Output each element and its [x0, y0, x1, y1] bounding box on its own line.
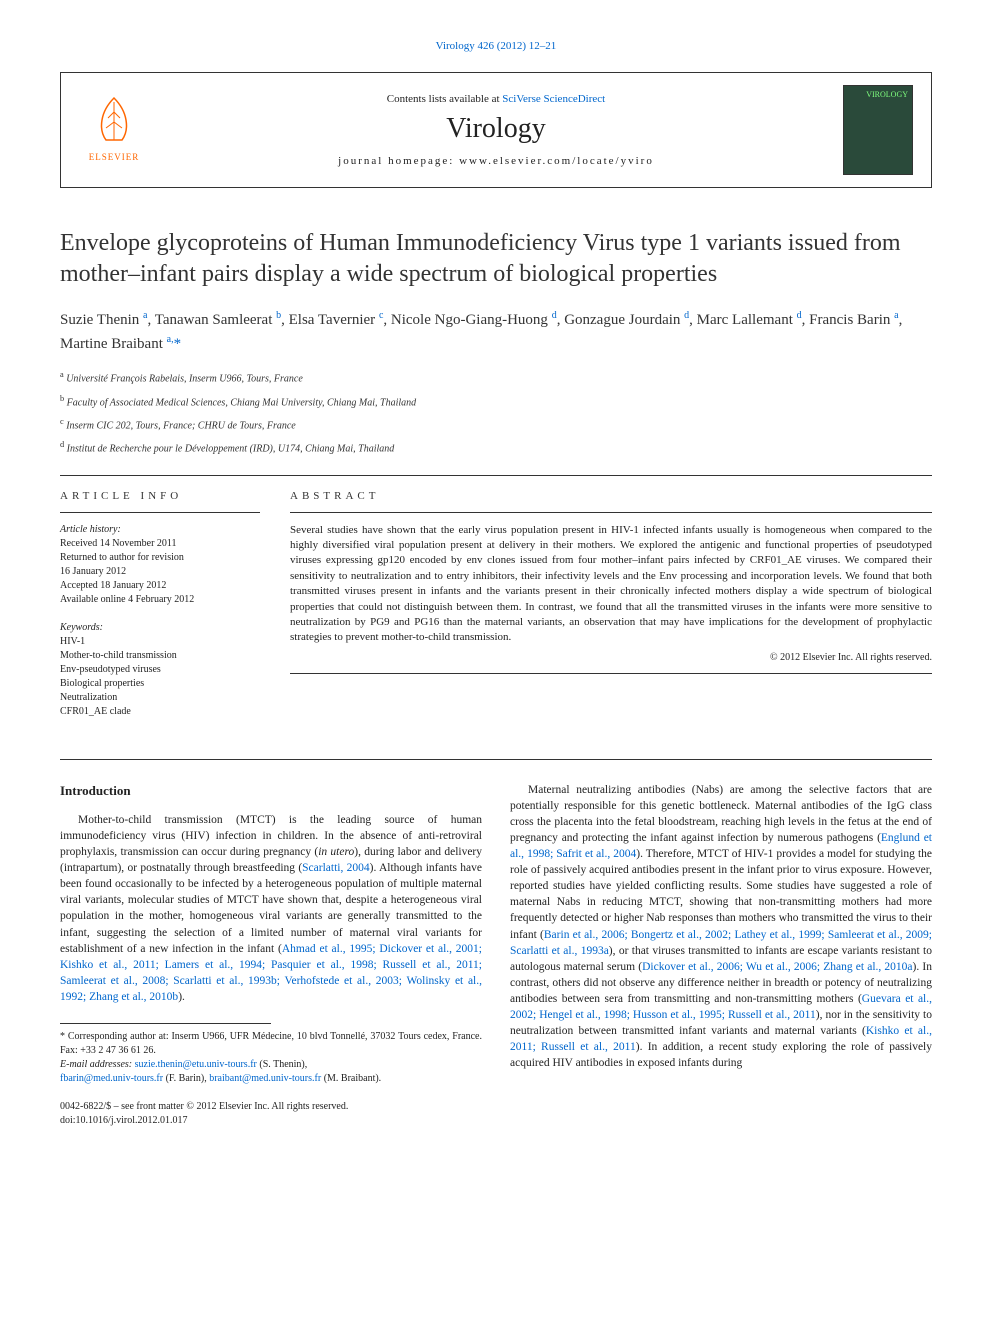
contents-line: Contents lists available at SciVerse Sci… [149, 93, 843, 105]
abstract-label: ABSTRACT [290, 490, 932, 502]
keyword-item: Biological properties [60, 677, 260, 691]
body-col-right: Maternal neutralizing antibodies (Nabs) … [510, 782, 932, 1128]
history-line: Received 14 November 2011 [60, 537, 260, 551]
homepage-url: www.elsevier.com/locate/yviro [459, 155, 654, 167]
info-abstract-row: ARTICLE INFO Article history: Received 1… [60, 490, 932, 733]
journal-header: ELSEVIER Contents lists available at Sci… [60, 72, 932, 188]
issn-line: 0042-6822/$ – see front matter © 2012 El… [60, 1100, 482, 1114]
email-link[interactable]: suzie.thenin@etu.univ-tours.fr [135, 1059, 257, 1070]
sciencedirect-link[interactable]: SciVerse ScienceDirect [502, 93, 605, 105]
abstract-text: Several studies have shown that the earl… [290, 523, 932, 646]
section-divider [60, 759, 932, 760]
citation-link[interactable]: Englund et al., 1998; Safrit et al., 200… [510, 832, 932, 860]
divider [60, 512, 260, 513]
divider [60, 475, 932, 476]
elsevier-logo: ELSEVIER [79, 90, 149, 170]
keyword-item: Mother-to-child transmission [60, 649, 260, 663]
abstract-copyright: © 2012 Elsevier Inc. All rights reserved… [290, 652, 932, 663]
body-columns: Introduction Mother-to-child transmissio… [60, 782, 932, 1128]
divider [290, 673, 932, 674]
affiliation-line: a Université François Rabelais, Inserm U… [60, 369, 932, 386]
affiliation-line: d Institut de Recherche pour le Développ… [60, 439, 932, 456]
citation-link[interactable]: Kishko et al., 2011; Russell et al., 201… [510, 1025, 932, 1053]
corr-author-line: * Corresponding author at: Inserm U966, … [60, 1030, 482, 1058]
authors-line: Suzie Thenin a, Tanawan Samleerat b, Els… [60, 308, 932, 355]
keyword-item: Neutralization [60, 691, 260, 705]
contents-prefix: Contents lists available at [387, 93, 502, 105]
history-block: Article history: Received 14 November 20… [60, 523, 260, 607]
intro-paragraph-2: Maternal neutralizing antibodies (Nabs) … [510, 782, 932, 1072]
history-heading: Article history: [60, 523, 260, 537]
journal-name: Virology [149, 113, 843, 145]
divider [290, 512, 932, 513]
history-line: Available online 4 February 2012 [60, 593, 260, 607]
body-col-left: Introduction Mother-to-child transmissio… [60, 782, 482, 1128]
cover-label: VIROLOGY [844, 86, 912, 103]
citation-link[interactable]: Scarlatti, 2004 [302, 862, 369, 874]
history-line: Accepted 18 January 2012 [60, 579, 260, 593]
intro-paragraph-1: Mother-to-child transmission (MTCT) is t… [60, 812, 482, 1005]
affiliation-line: b Faculty of Associated Medical Sciences… [60, 393, 932, 410]
email-who: (F. Barin), [163, 1073, 209, 1084]
email-who: (S. Thenin), [257, 1059, 307, 1070]
affiliations: a Université François Rabelais, Inserm U… [60, 369, 932, 456]
keyword-item: CFR01_AE clade [60, 705, 260, 719]
history-line: 16 January 2012 [60, 565, 260, 579]
citation-link[interactable]: Ahmad et al., 1995; Dickover et al., 200… [60, 943, 482, 1003]
email-link[interactable]: fbarin@med.univ-tours.fr [60, 1073, 163, 1084]
footnote-separator [60, 1023, 271, 1024]
header-center: Contents lists available at SciVerse Sci… [149, 93, 843, 167]
abstract-col: ABSTRACT Several studies have shown that… [290, 490, 932, 733]
homepage-prefix: journal homepage: [338, 155, 459, 167]
citation-link[interactable]: Dickover et al., 2006; Wu et al., 2006; … [642, 961, 912, 973]
email-link[interactable]: braibant@med.univ-tours.fr [209, 1073, 321, 1084]
affiliation-line: c Inserm CIC 202, Tours, France; CHRU de… [60, 416, 932, 433]
email-label: E-mail addresses: [60, 1059, 135, 1070]
article-info-col: ARTICLE INFO Article history: Received 1… [60, 490, 260, 733]
article-title: Envelope glycoproteins of Human Immunode… [60, 228, 932, 290]
article-info-label: ARTICLE INFO [60, 490, 260, 502]
keyword-item: HIV-1 [60, 635, 260, 649]
keywords-block: Keywords: HIV-1Mother-to-child transmiss… [60, 621, 260, 719]
homepage-line: journal homepage: www.elsevier.com/locat… [149, 155, 843, 167]
citation-link[interactable]: Barin et al., 2006; Bongertz et al., 200… [510, 929, 932, 957]
introduction-heading: Introduction [60, 782, 482, 800]
keyword-item: Env-pseudotyped viruses [60, 663, 260, 677]
journal-ref: Virology 426 (2012) 12–21 [60, 40, 932, 52]
elsevier-label: ELSEVIER [89, 152, 140, 162]
email-line: E-mail addresses: suzie.thenin@etu.univ-… [60, 1058, 482, 1086]
front-matter-line: 0042-6822/$ – see front matter © 2012 El… [60, 1100, 482, 1128]
email-who: (M. Braibant). [321, 1073, 381, 1084]
history-line: Returned to author for revision [60, 551, 260, 565]
citation-link[interactable]: Guevara et al., 2002; Hengel et al., 199… [510, 993, 932, 1021]
corresponding-footnote: * Corresponding author at: Inserm U966, … [60, 1030, 482, 1086]
tree-icon [84, 90, 144, 150]
doi-line: doi:10.1016/j.virol.2012.01.017 [60, 1114, 482, 1128]
journal-cover-thumb: VIROLOGY [843, 85, 913, 175]
keywords-heading: Keywords: [60, 621, 260, 635]
